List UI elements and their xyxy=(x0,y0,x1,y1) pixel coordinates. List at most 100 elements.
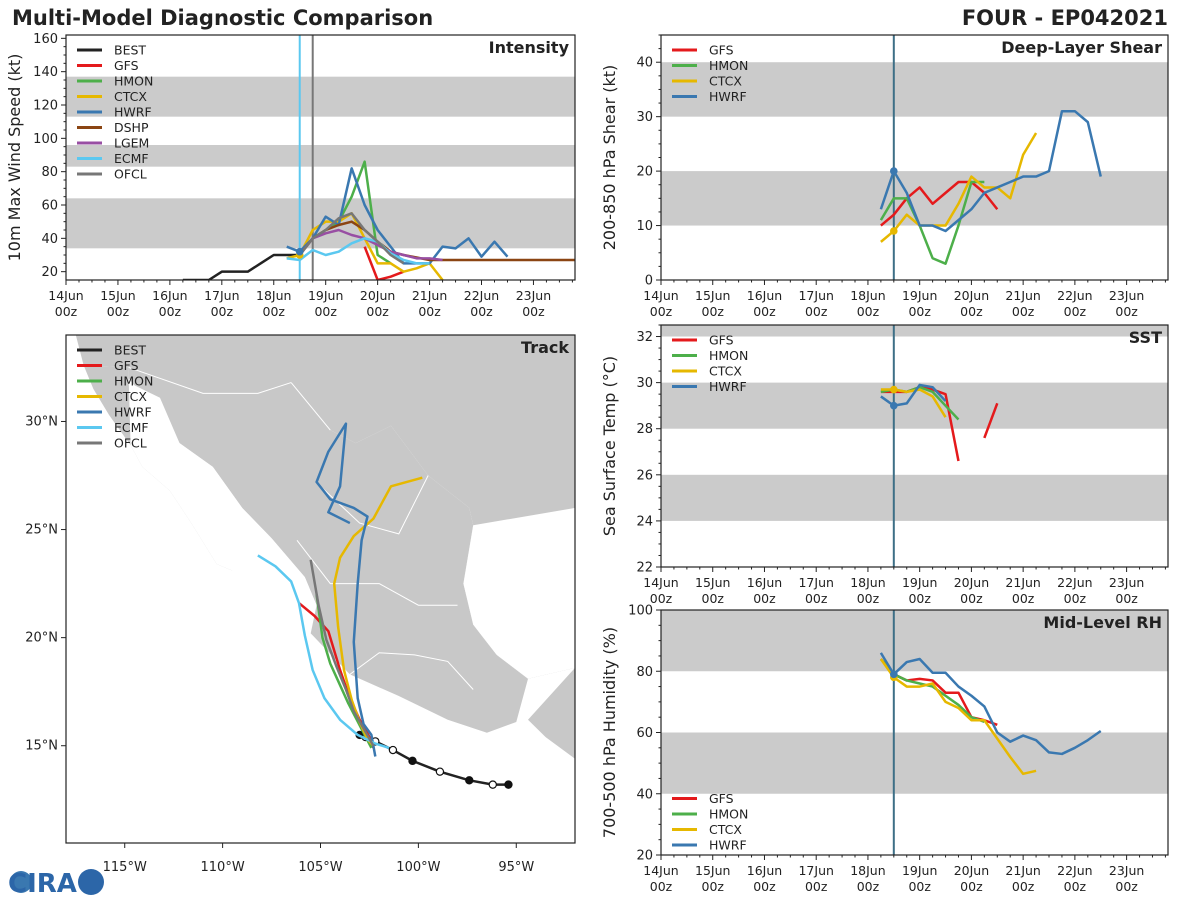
legend-label-hwrf: HWRF xyxy=(709,838,747,853)
threshold-band xyxy=(661,732,1168,794)
series-line-ecmf xyxy=(257,554,390,750)
panel-title: Mid-Level RH xyxy=(1043,613,1162,632)
legend-label-ecmf: ECMF xyxy=(114,420,149,435)
y-tick-label: 10 xyxy=(636,219,653,234)
series-line-hwrf xyxy=(879,109,1102,233)
legend-label-hwrf: HWRF xyxy=(709,379,747,394)
x-tick-label: 115°W xyxy=(103,860,147,875)
y-tick-label: 25°N xyxy=(25,523,58,538)
init-point xyxy=(890,227,898,235)
y-tick-label: 22 xyxy=(636,561,653,576)
init-point xyxy=(890,401,898,410)
series-line-gfs xyxy=(880,180,999,227)
y-tick-label: 0 xyxy=(645,274,653,289)
y-axis-label: Sea Surface Temp (°C) xyxy=(600,356,619,536)
threshold-band xyxy=(66,76,575,117)
panel-rh: 14Jun 00z 15Jun 00z 16Jun 00z 17Jun 00z 18Jun 00z… xyxy=(600,604,1169,894)
time-tick-label: 22Jun 00z xyxy=(1057,575,1092,606)
time-tick-label: 20Jun 00z xyxy=(360,288,395,319)
logo-globe-icon xyxy=(10,871,32,893)
series-group xyxy=(880,383,999,462)
legend-label-hwrf: HWRF xyxy=(114,105,152,120)
time-tick-label: 23Jun 00z xyxy=(516,288,551,319)
y-axis-label: 10m Max Wind Speed (kt) xyxy=(5,54,24,262)
panel-title: Intensity xyxy=(489,38,570,57)
time-tick-label: 17Jun 00z xyxy=(798,288,833,319)
series-line-lgem xyxy=(298,228,443,262)
series-group xyxy=(879,109,1102,265)
y-tick-label: 24 xyxy=(636,514,653,529)
y-tick-label: 100 xyxy=(628,604,653,619)
init-point xyxy=(890,385,898,394)
y-tick-label: 140 xyxy=(33,65,58,80)
track-point xyxy=(408,756,417,766)
legend-label-hmon: HMON xyxy=(114,374,153,389)
time-tick-label: 17Jun 00z xyxy=(798,575,833,606)
y-tick-label: 20 xyxy=(636,165,653,180)
time-tick-label: 16Jun 00z xyxy=(747,863,782,894)
time-tick-label: 18Jun 00z xyxy=(256,288,291,319)
logo-text: CIRA xyxy=(8,869,77,899)
time-tick-label: 15Jun 00z xyxy=(695,288,730,319)
time-tick-label: 20Jun 00z xyxy=(954,288,989,319)
time-tick-label: 20Jun 00z xyxy=(954,575,989,606)
time-tick-label: 21Jun 00z xyxy=(1005,863,1040,894)
init-point xyxy=(890,167,898,175)
time-tick-label: 15Jun 00z xyxy=(695,863,730,894)
panel-sst: 14Jun 00z 15Jun 00z 16Jun 00z 17Jun 00z 18Jun 00z… xyxy=(600,324,1169,606)
mexico-land xyxy=(128,367,575,759)
time-tick-label: 15Jun 00z xyxy=(100,288,135,319)
time-tick-label: 22Jun 00z xyxy=(464,288,499,319)
legend-label-ofcl: OFCL xyxy=(114,167,147,182)
time-tick-label: 14Jun 00z xyxy=(48,288,83,319)
y-tick-label: 30°N xyxy=(25,414,58,429)
track-point xyxy=(488,780,497,789)
legend-label-best: BEST xyxy=(114,43,146,58)
plot-frame xyxy=(660,34,1169,281)
state-border xyxy=(128,366,292,394)
x-tick-label: 110°W xyxy=(201,860,245,875)
legend-label-best: BEST xyxy=(114,343,146,358)
plot-frame xyxy=(660,609,1169,856)
panel-shear: 14Jun 00z 15Jun 00z 16Jun 00z 17Jun 00z 18Jun 00z… xyxy=(600,34,1169,319)
y-tick-label: 100 xyxy=(33,132,58,147)
legend-label-hwrf: HWRF xyxy=(709,89,747,104)
time-tick-label: 23Jun 00z xyxy=(1109,863,1144,894)
y-tick-label: 40 xyxy=(636,787,653,802)
y-tick-label: 15°N xyxy=(25,739,58,754)
series-line-ofcl xyxy=(298,212,405,265)
series-line-hwrf xyxy=(315,422,377,757)
series-line-hwrf xyxy=(879,652,1102,756)
panel-title: Track xyxy=(521,338,569,357)
y-tick-label: 20 xyxy=(636,849,653,864)
time-tick-label: 14Jun 00z xyxy=(643,863,678,894)
plot-background xyxy=(661,325,1168,567)
time-tick-label: 21Jun 00z xyxy=(412,288,447,319)
time-tick-label: 20Jun 00z xyxy=(954,863,989,894)
y-tick-label: 30 xyxy=(636,110,653,125)
time-tick-label: 19Jun 00z xyxy=(308,288,343,319)
series-group xyxy=(879,652,1102,776)
y-tick-label: 160 xyxy=(33,32,58,47)
y-tick-label: 20°N xyxy=(25,631,58,646)
time-tick-label: 17Jun 00z xyxy=(798,863,833,894)
panel-intensity: 14Jun 00z 15Jun 00z 16Jun 00z 17Jun 00z 18Jun 00z… xyxy=(5,32,576,319)
y-tick-label: 120 xyxy=(33,99,58,114)
y-tick-label: 60 xyxy=(636,726,653,741)
track-point xyxy=(388,745,398,755)
legend-label-dshp: DSHP xyxy=(114,120,149,135)
y-tick-label: 60 xyxy=(41,199,58,214)
y-tick-label: 40 xyxy=(41,232,58,247)
series-line-ecmf xyxy=(286,237,430,265)
time-tick-label: 23Jun 00z xyxy=(1109,288,1144,319)
time-tick-label: 16Jun 00z xyxy=(747,575,782,606)
series-line-ofcl xyxy=(309,559,375,747)
series-line-best xyxy=(182,253,300,280)
series-line-ctcx xyxy=(879,658,1037,776)
storm-id: FOUR - EP042021 xyxy=(962,6,1168,30)
legend-label-ctcx: CTCX xyxy=(709,74,742,89)
legend-label-gfs: GFS xyxy=(114,358,139,373)
y-tick-label: 80 xyxy=(636,665,653,680)
track-point xyxy=(435,767,445,776)
time-tick-label: 16Jun 00z xyxy=(152,288,187,319)
